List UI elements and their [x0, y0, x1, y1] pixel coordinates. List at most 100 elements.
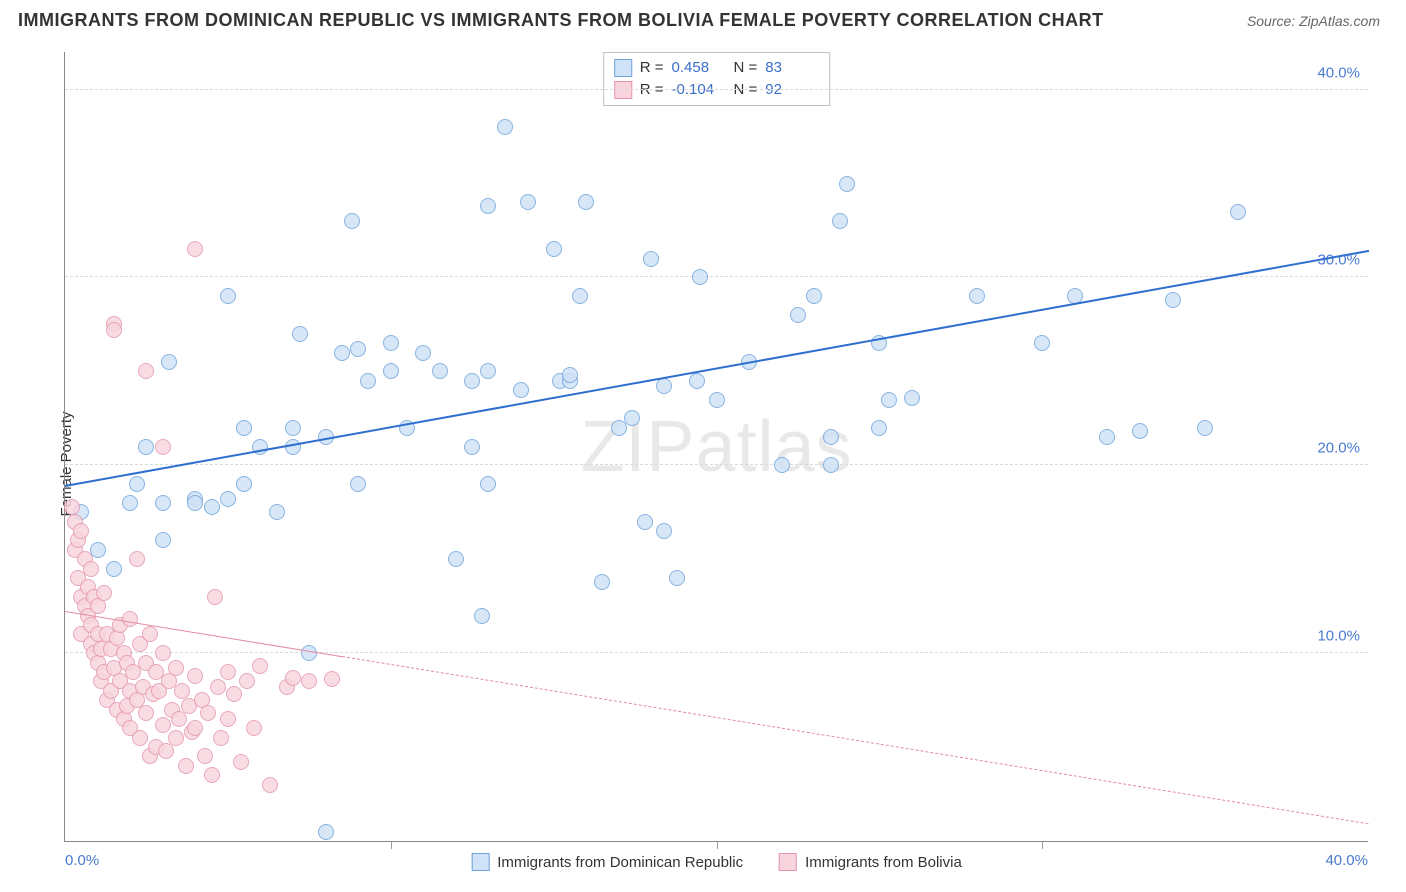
- n-value: 92: [765, 79, 819, 101]
- trend-line-extrapolated: [342, 656, 1369, 824]
- data-point: [350, 341, 366, 357]
- data-point: [158, 743, 174, 759]
- data-point: [709, 392, 725, 408]
- data-point: [210, 679, 226, 695]
- data-point: [106, 561, 122, 577]
- data-point: [204, 499, 220, 515]
- data-point: [1230, 204, 1246, 220]
- gridline-h: [65, 464, 1368, 465]
- legend-swatch: [471, 853, 489, 871]
- data-point: [464, 439, 480, 455]
- data-point: [520, 194, 536, 210]
- data-point: [207, 589, 223, 605]
- data-point: [415, 345, 431, 361]
- correlation-row: R =0.458N =83: [614, 57, 820, 79]
- data-point: [155, 439, 171, 455]
- data-point: [839, 176, 855, 192]
- chart-container: Female Poverty ZIPatlas R =0.458N =83R =…: [18, 42, 1388, 886]
- data-point: [823, 457, 839, 473]
- data-point: [106, 322, 122, 338]
- data-point: [220, 664, 236, 680]
- data-point: [262, 777, 278, 793]
- data-point: [138, 439, 154, 455]
- data-point: [774, 457, 790, 473]
- chart-header: IMMIGRANTS FROM DOMINICAN REPUBLIC VS IM…: [0, 0, 1406, 37]
- data-point: [187, 241, 203, 257]
- data-point: [480, 198, 496, 214]
- data-point: [480, 476, 496, 492]
- data-point: [624, 410, 640, 426]
- data-point: [73, 523, 89, 539]
- data-point: [285, 420, 301, 436]
- data-point: [474, 608, 490, 624]
- data-point: [790, 307, 806, 323]
- legend-swatch: [614, 59, 632, 77]
- data-point: [513, 382, 529, 398]
- data-point: [292, 326, 308, 342]
- r-value: -0.104: [672, 79, 726, 101]
- series-legend: Immigrants from Dominican Republic Immigr…: [459, 853, 974, 871]
- legend-label: Immigrants from Dominican Republic: [497, 854, 743, 871]
- x-tick: [1042, 841, 1043, 849]
- data-point: [480, 363, 496, 379]
- data-point: [138, 705, 154, 721]
- data-point: [64, 499, 80, 515]
- data-point: [301, 645, 317, 661]
- n-label: N =: [734, 57, 758, 79]
- r-label: R =: [640, 79, 664, 101]
- watermark-light: atlas: [695, 407, 852, 487]
- y-tick-label: 10.0%: [1317, 628, 1360, 645]
- gridline-h: [65, 89, 1368, 90]
- data-point: [823, 429, 839, 445]
- r-label: R =: [640, 57, 664, 79]
- data-point: [656, 523, 672, 539]
- n-label: N =: [734, 79, 758, 101]
- data-point: [448, 551, 464, 567]
- data-point: [83, 561, 99, 577]
- data-point: [904, 390, 920, 406]
- data-point: [132, 730, 148, 746]
- data-point: [350, 476, 366, 492]
- data-point: [432, 363, 448, 379]
- data-point: [871, 420, 887, 436]
- data-point: [546, 241, 562, 257]
- data-point: [324, 671, 340, 687]
- data-point: [129, 551, 145, 567]
- data-point: [318, 824, 334, 840]
- data-point: [168, 660, 184, 676]
- data-point: [1197, 420, 1213, 436]
- data-point: [122, 611, 138, 627]
- gridline-h: [65, 652, 1368, 653]
- data-point: [155, 645, 171, 661]
- data-point: [689, 373, 705, 389]
- data-point: [187, 668, 203, 684]
- data-point: [129, 476, 145, 492]
- data-point: [806, 288, 822, 304]
- data-point: [1034, 335, 1050, 351]
- y-tick-label: 20.0%: [1317, 440, 1360, 457]
- data-point: [572, 288, 588, 304]
- data-point: [233, 754, 249, 770]
- data-point: [220, 711, 236, 727]
- trend-line-fit: [65, 250, 1369, 487]
- data-point: [285, 670, 301, 686]
- x-tick-label: 40.0%: [1325, 852, 1368, 869]
- x-tick: [391, 841, 392, 849]
- data-point: [562, 367, 578, 383]
- data-point: [637, 514, 653, 530]
- data-point: [161, 354, 177, 370]
- data-point: [178, 758, 194, 774]
- data-point: [174, 683, 190, 699]
- legend-item: Immigrants from Bolivia: [779, 853, 962, 871]
- chart-title: IMMIGRANTS FROM DOMINICAN REPUBLIC VS IM…: [18, 10, 1104, 31]
- data-point: [187, 720, 203, 736]
- data-point: [578, 194, 594, 210]
- y-tick-label: 40.0%: [1317, 64, 1360, 81]
- data-point: [122, 495, 138, 511]
- plot-area: ZIPatlas R =0.458N =83R =-0.104N =92 Imm…: [64, 52, 1368, 842]
- data-point: [301, 673, 317, 689]
- data-point: [881, 392, 897, 408]
- data-point: [1165, 292, 1181, 308]
- data-point: [236, 420, 252, 436]
- data-point: [155, 495, 171, 511]
